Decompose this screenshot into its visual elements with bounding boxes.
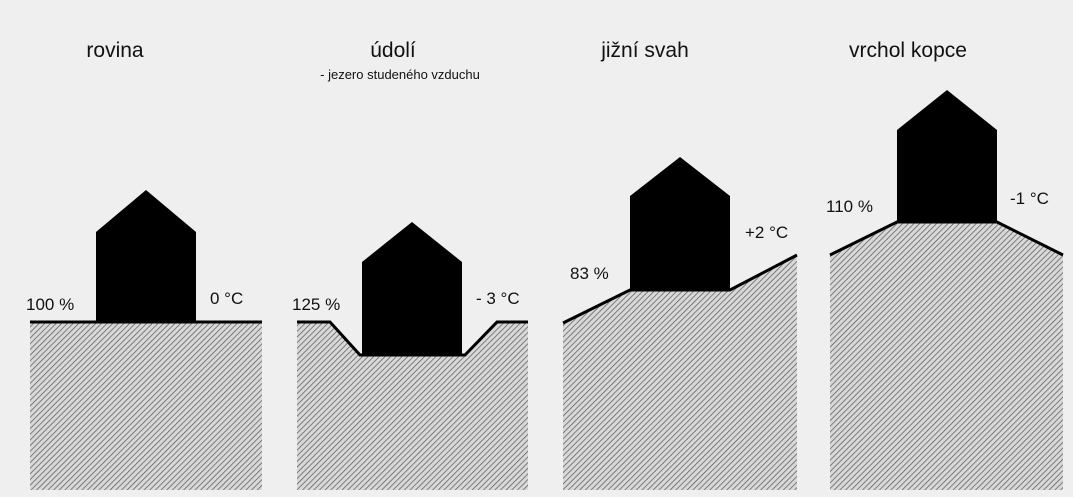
left-label: 83 % [570, 264, 609, 283]
panel-title: údolí [370, 39, 416, 62]
terrain [830, 222, 1063, 490]
panel-title: vrchol kopce [849, 39, 967, 62]
right-label: +2 °C [745, 223, 788, 242]
right-label: 0 °C [210, 289, 243, 308]
left-label: 125 % [292, 295, 340, 314]
left-label: 110 % [826, 197, 873, 216]
diagram: rovina 100 % 0 °C údolí - jezero studené… [0, 0, 1073, 497]
left-label: 100 % [26, 295, 74, 314]
panel-subtitle: - jezero studeného vzduchu [320, 67, 480, 82]
right-label: - 3 °C [476, 289, 520, 308]
panel-title: rovina [86, 39, 144, 62]
panel-title: jižní svah [600, 39, 689, 62]
right-label: -1 °C [1010, 189, 1049, 208]
terrain [30, 322, 262, 490]
